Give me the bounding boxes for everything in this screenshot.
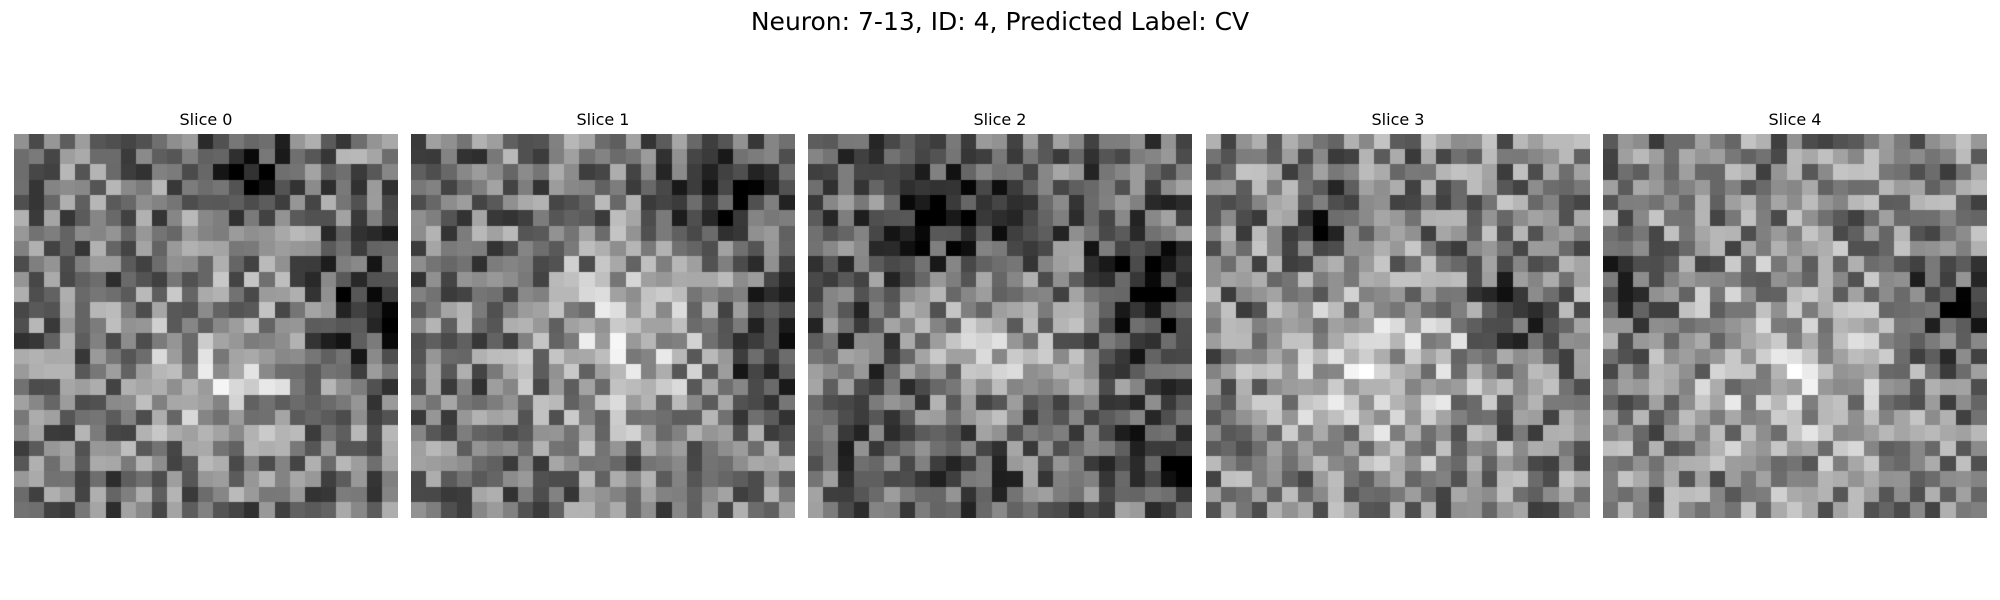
slice-title-1: Slice 1 [576, 110, 630, 129]
slice-image-1 [411, 134, 795, 518]
slice-panel-2: Slice 2 [808, 105, 1192, 520]
slice-title-3: Slice 3 [1371, 110, 1425, 129]
slice-title-4: Slice 4 [1768, 110, 1822, 129]
slice-image-4 [1603, 134, 1987, 518]
figure-title: Neuron: 7-13, ID: 4, Predicted Label: CV [750, 7, 1250, 36]
slice-image-0 [14, 134, 398, 518]
slice-image-3 [1206, 134, 1590, 518]
slice-panel-1: Slice 1 [411, 105, 795, 520]
slice-title-0: Slice 0 [179, 110, 233, 129]
slice-image-2 [808, 134, 1192, 518]
slice-panel-4: Slice 4 [1603, 105, 1987, 520]
slice-panel-0: Slice 0 [14, 105, 398, 520]
slice-title-2: Slice 2 [973, 110, 1027, 129]
slice-panel-3: Slice 3 [1206, 105, 1590, 520]
